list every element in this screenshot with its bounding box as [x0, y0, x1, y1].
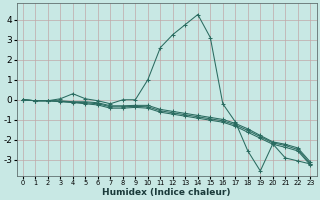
- X-axis label: Humidex (Indice chaleur): Humidex (Indice chaleur): [102, 188, 231, 197]
